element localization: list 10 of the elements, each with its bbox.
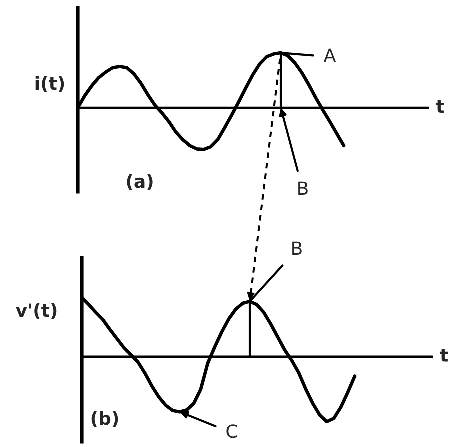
y-axis-title: i(t) (36, 76, 64, 92)
text: B (298, 182, 308, 195)
x-axis-title: t (440, 349, 448, 362)
text: C (226, 424, 238, 438)
text: B (292, 242, 302, 255)
y-axis-title: v'(t) (16, 303, 57, 320)
annotation: (b) (92, 411, 118, 428)
text: (a) (127, 174, 153, 190)
annotation: A (324, 48, 336, 62)
x-axis-title: t (436, 100, 444, 113)
